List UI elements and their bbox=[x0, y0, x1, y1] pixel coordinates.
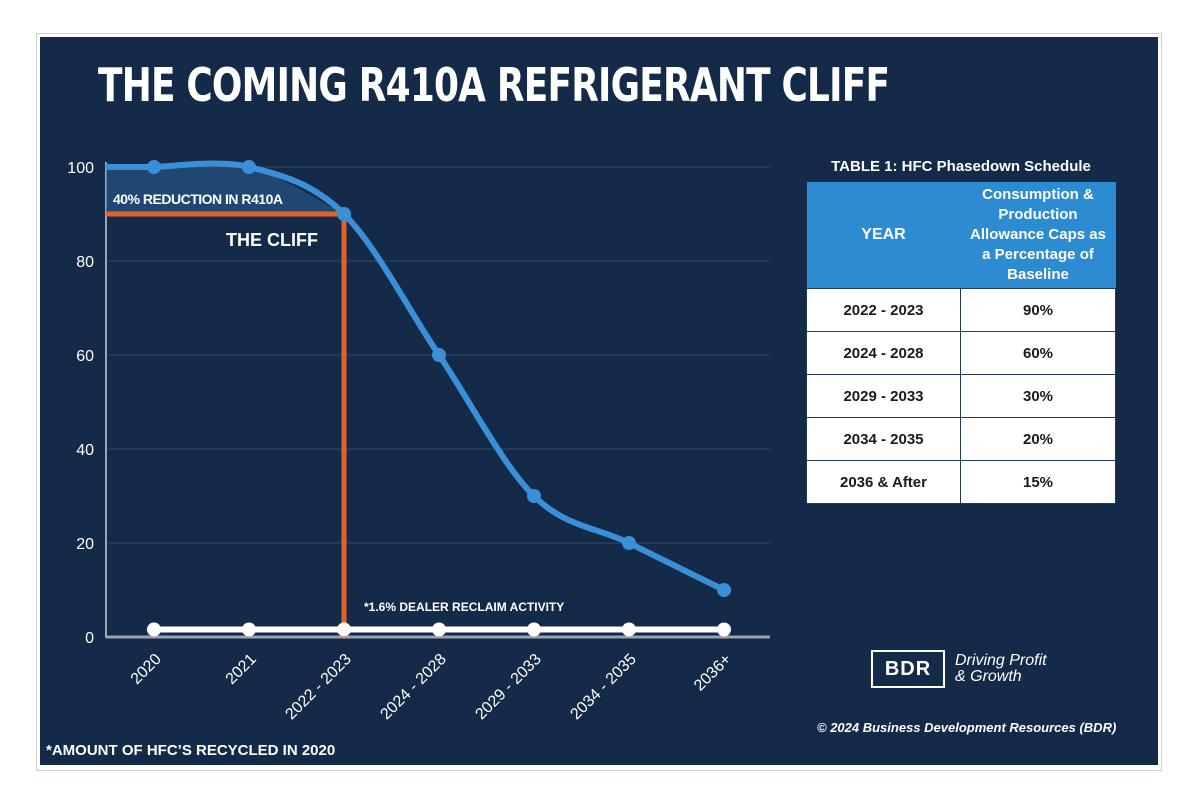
logo-tagline-line-2: & Growth bbox=[955, 668, 1022, 685]
y-tick-label: 60 bbox=[76, 348, 94, 365]
bdr-logo: BDR Driving Profit & Growth bbox=[871, 650, 1047, 688]
data-point bbox=[432, 622, 446, 637]
table-cell-cap: 60% bbox=[960, 331, 1116, 375]
table-row: 2022 - 2023 90% bbox=[806, 288, 1116, 332]
y-tick-label: 20 bbox=[76, 536, 94, 553]
annotations: 40% REDUCTION IN R410A THE CLIFF *1.6% DEA… bbox=[113, 191, 564, 614]
table-caption: TABLE 1: HFC Phasedown Schedule bbox=[831, 158, 1091, 175]
data-point bbox=[242, 622, 256, 637]
table-cell-cap: 20% bbox=[960, 417, 1116, 461]
table-row: 2029 - 2033 30% bbox=[806, 374, 1116, 418]
logo-tagline: Driving Profit & Growth bbox=[955, 653, 1047, 685]
phasedown-table: YEAR Consumption & Production Allowance … bbox=[806, 182, 1116, 504]
table-cell-cap: 90% bbox=[960, 288, 1116, 332]
data-point bbox=[527, 622, 541, 637]
x-tick-label: 2022 - 2023 bbox=[282, 651, 354, 723]
reduction-area bbox=[106, 163, 344, 214]
logo-tagline-line-1: Driving Profit bbox=[955, 652, 1047, 669]
data-point bbox=[527, 489, 541, 503]
footnote: *AMOUNT OF HFC’S RECYCLED IN 2020 bbox=[46, 742, 336, 759]
table-cell-cap: 15% bbox=[960, 460, 1116, 504]
phasedown-table-block: TABLE 1: HFC Phasedown Schedule YEAR Con… bbox=[806, 158, 1116, 504]
table-row: 2024 - 2028 60% bbox=[806, 331, 1116, 375]
table-cell-year: 2029 - 2033 bbox=[806, 374, 961, 418]
table-cell-year: 2036 & After bbox=[806, 460, 961, 504]
table-header-caps: Consumption & Production Allowance Caps … bbox=[960, 182, 1116, 289]
y-tick-label: 100 bbox=[67, 160, 94, 177]
annotation-reclaim: *1.6% DEALER RECLAIM ACTIVITY bbox=[364, 600, 564, 614]
data-point bbox=[337, 207, 351, 221]
annotation-reduction: 40% REDUCTION IN R410A bbox=[113, 191, 283, 207]
data-point bbox=[432, 348, 446, 362]
x-tick-label: 2034 - 2035 bbox=[567, 651, 639, 723]
x-tick-label: 2036+ bbox=[691, 651, 735, 695]
y-tick-label: 80 bbox=[76, 254, 94, 271]
axes: 0 20 40 60 80 100 2020 2021 2022 - 2023 2024 - 20… bbox=[67, 160, 770, 723]
x-tick-label: 2029 - 2033 bbox=[472, 651, 544, 723]
y-tick-label: 0 bbox=[85, 630, 94, 647]
data-point bbox=[717, 622, 731, 637]
series-line-allowance bbox=[151, 160, 727, 593]
logo-mark: BDR bbox=[871, 650, 945, 688]
data-point bbox=[622, 536, 636, 550]
copyright-notice: © 2024 Business Development Resources (B… bbox=[817, 720, 1117, 735]
data-point bbox=[242, 160, 256, 174]
x-tick-label: 2021 bbox=[223, 651, 260, 688]
annotation-cliff: THE CLIFF bbox=[226, 230, 318, 250]
x-tick-label: 2024 - 2028 bbox=[377, 651, 449, 723]
data-point bbox=[622, 622, 636, 637]
table-cell-year: 2022 - 2023 bbox=[806, 288, 961, 332]
series bbox=[106, 160, 731, 637]
table-header-year: YEAR bbox=[806, 182, 961, 289]
table-header-row: YEAR Consumption & Production Allowance … bbox=[806, 182, 1116, 289]
y-tick-label: 40 bbox=[76, 442, 94, 459]
page-title: THE COMING R410A REFRIGERANT CLIFF bbox=[98, 58, 890, 112]
table-row: 2036 & After 15% bbox=[806, 460, 1116, 504]
data-point bbox=[717, 583, 731, 597]
table-cell-cap: 30% bbox=[960, 374, 1116, 418]
data-point bbox=[147, 160, 161, 174]
data-point bbox=[337, 622, 351, 637]
table-cell-year: 2034 - 2035 bbox=[806, 417, 961, 461]
table-row: 2034 - 2035 20% bbox=[806, 417, 1116, 461]
table-cell-year: 2024 - 2028 bbox=[806, 331, 961, 375]
x-tick-label: 2020 bbox=[128, 651, 165, 688]
data-point bbox=[147, 622, 161, 637]
